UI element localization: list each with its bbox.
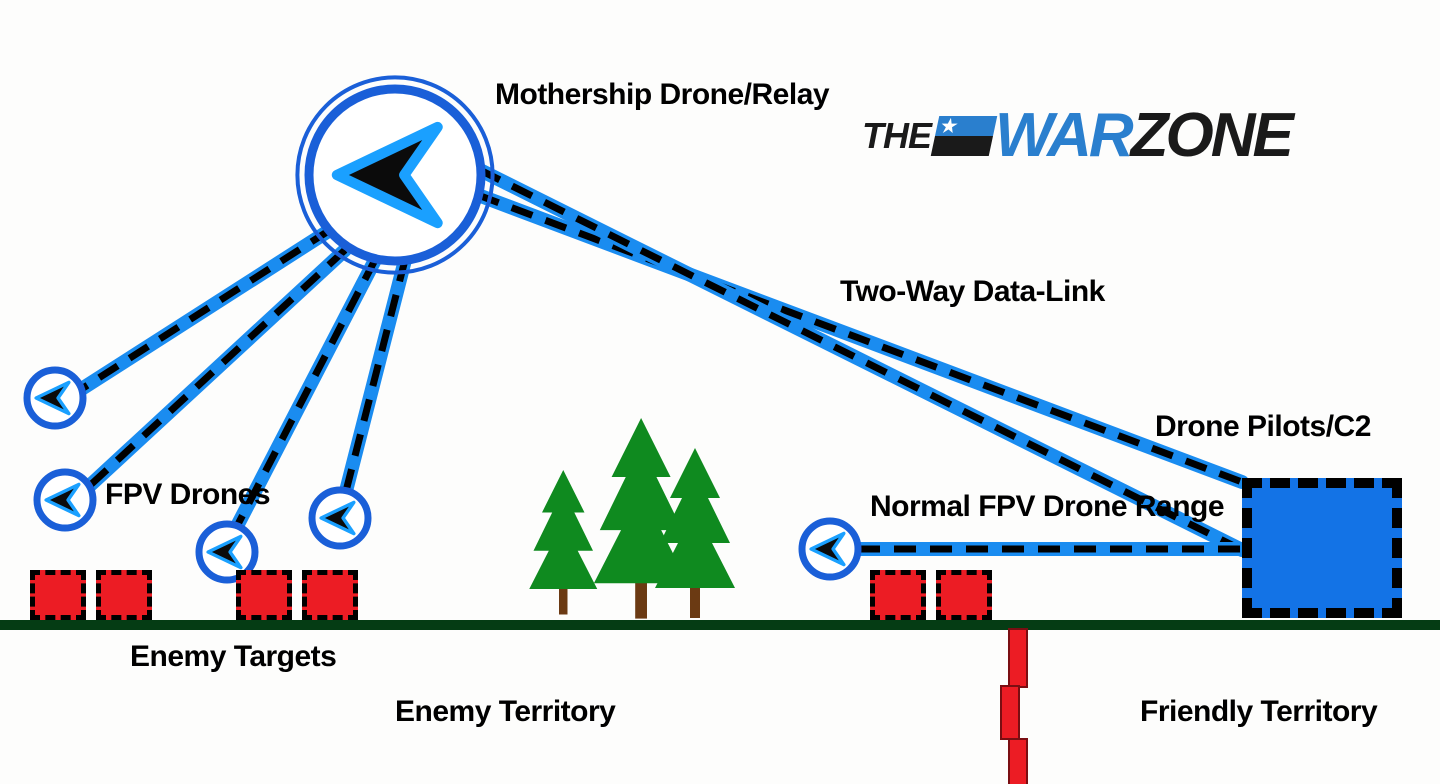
enemy-target: [302, 570, 358, 620]
logo-text-zone: ZONE: [1131, 105, 1291, 167]
logo-text-war: WAR: [995, 105, 1131, 167]
frontline-segment: [1008, 628, 1028, 688]
logo-flag-icon: ★: [931, 116, 998, 156]
enemy-target: [870, 570, 926, 620]
label-mothership: Mothership Drone/Relay: [495, 78, 829, 112]
label-enemy-targets: Enemy Targets: [130, 640, 336, 674]
star-icon: ★: [939, 117, 959, 135]
enemy-target: [30, 570, 86, 620]
tree-icon: [650, 448, 740, 623]
enemy-target: [236, 570, 292, 620]
label-fpv-drones: FPV Drones: [105, 478, 270, 512]
enemy-target: [96, 570, 152, 620]
diagram-stage: Mothership Drone/Relay Two-Way Data-Link…: [0, 0, 1440, 784]
label-datalink: Two-Way Data-Link: [840, 275, 1105, 309]
enemy-target: [936, 570, 992, 620]
logo-text-the: THE: [862, 118, 931, 154]
label-normal-range: Normal FPV Drone Range: [870, 490, 1224, 524]
label-drone-pilots: Drone Pilots/C2: [1155, 410, 1371, 444]
frontline-segment: [1008, 738, 1028, 784]
frontline-segment: [1000, 685, 1020, 740]
label-friendly-territory: Friendly Territory: [1140, 695, 1377, 729]
c2-building: [1242, 478, 1402, 618]
label-enemy-territory: Enemy Territory: [395, 695, 615, 729]
warzone-logo: THE ★ WAR ZONE: [862, 105, 1291, 167]
